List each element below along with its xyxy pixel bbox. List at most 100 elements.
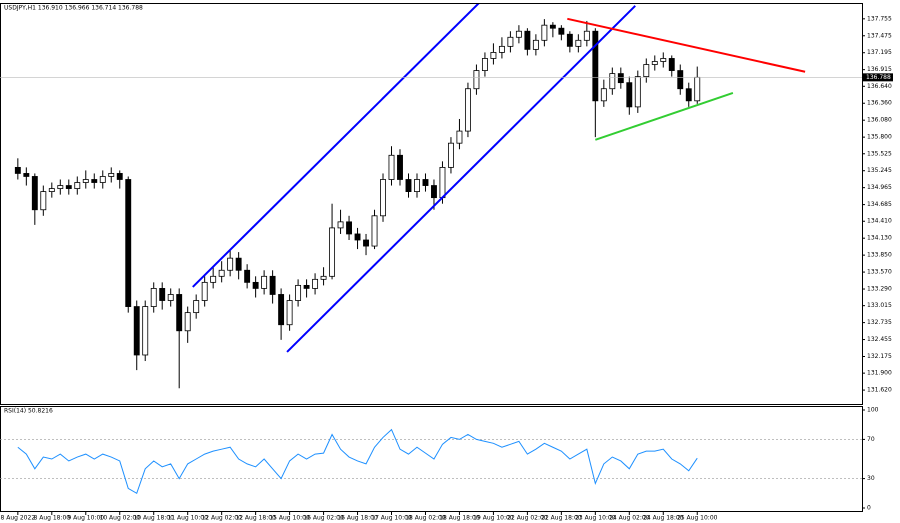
- main-plot: [14, 4, 806, 389]
- candle-body: [227, 257, 234, 271]
- rsi-line: [17, 428, 698, 495]
- candle-body: [507, 36, 514, 47]
- y-tick-label: 132.735: [867, 319, 892, 326]
- candle-body: [82, 179, 89, 183]
- candle-body: [592, 30, 599, 102]
- candle-body: [422, 179, 429, 186]
- y-tick-label: 136.915: [867, 66, 892, 73]
- candle-body: [329, 227, 336, 277]
- candle-body: [626, 82, 633, 108]
- candle-body: [371, 215, 378, 247]
- candle-body: [320, 275, 327, 280]
- y-tick-label: 133.015: [867, 302, 892, 309]
- y-tick-label: 134.410: [867, 218, 892, 225]
- x-tick-label: 18 Aug 18:00: [439, 515, 480, 522]
- price-box: [863, 73, 893, 82]
- candle-body: [133, 306, 140, 356]
- price-label: 136.788: [866, 74, 891, 81]
- candle-body: [456, 130, 463, 144]
- trendline: [595, 92, 734, 141]
- x-tick-label: 19 Aug 10:00: [473, 515, 514, 522]
- y-tick-label: 135.525: [867, 150, 892, 157]
- candle-body: [167, 294, 174, 301]
- x-tick-label: 25 Aug 10:00: [677, 515, 718, 522]
- candle-body: [201, 281, 208, 301]
- candle-body: [583, 30, 590, 41]
- candle-body: [312, 278, 319, 289]
- candle-body: [431, 185, 437, 199]
- x-tick-label: 8 Aug 2022: [1, 515, 36, 522]
- x-tick-label: 11 Aug 10:00: [167, 515, 208, 522]
- candle-body: [549, 24, 556, 29]
- trendline: [567, 17, 806, 73]
- candle-body: [176, 294, 183, 332]
- candle-body: [125, 179, 132, 307]
- x-tick-label: 24 Aug 18:00: [643, 515, 684, 522]
- candle-body: [65, 185, 72, 189]
- x-tick-label: 12 Aug 02:00: [201, 515, 242, 522]
- x-tick-label: 17 Aug 10:00: [371, 515, 412, 522]
- candle-body: [337, 221, 344, 229]
- y-tick-label: 137.475: [867, 32, 892, 39]
- candle-body: [23, 173, 30, 177]
- candle-body: [99, 176, 106, 183]
- candle-body: [490, 52, 497, 59]
- candle-body: [269, 275, 276, 295]
- candle-body: [346, 221, 352, 235]
- candle-body: [31, 176, 38, 211]
- x-tick-label: 10 Aug 02:00: [100, 515, 141, 522]
- candle-body: [388, 154, 395, 180]
- candle-body: [286, 300, 293, 326]
- candle-body: [617, 73, 624, 84]
- candle-body: [244, 269, 251, 283]
- candle-body: [405, 179, 412, 192]
- chart-title: USDJPY,H1 136.910 136.966 136.714 136.78…: [4, 5, 143, 12]
- axes: 137.755 137.475 137.195 136.915 136.640 136.3…: [0, 15, 893, 522]
- candle-body: [439, 166, 446, 199]
- trendline: [192, 4, 480, 288]
- candle-body: [600, 88, 607, 102]
- y-tick-label: 137.755: [867, 15, 892, 22]
- main-frame: [0, 3, 863, 405]
- candle-body: [57, 185, 64, 189]
- y-tick-label: 0: [867, 505, 871, 512]
- x-tick-label: 9 Aug 10:00: [67, 515, 104, 522]
- trendline: [286, 5, 636, 353]
- y-tick-label: 133.290: [867, 286, 892, 293]
- x-tick-label: 15 Aug 10:00: [269, 515, 310, 522]
- candle-body: [252, 281, 259, 289]
- candle-body: [397, 154, 403, 180]
- candle-body: [150, 288, 157, 307]
- candle-body: [464, 88, 471, 132]
- y-tick-label: 137.195: [867, 49, 892, 56]
- y-tick-label: 100: [867, 407, 879, 414]
- candle-body: [48, 188, 55, 192]
- candle-body: [142, 306, 149, 356]
- candle-body: [159, 288, 166, 301]
- candle-body: [694, 76, 701, 102]
- candle-body: [14, 166, 21, 174]
- x-tick-label: 24 Aug 02:00: [609, 515, 650, 522]
- y-tick-label: 134.965: [867, 184, 892, 191]
- candle-body: [473, 70, 480, 90]
- y-tick-label: 136.080: [867, 117, 892, 124]
- candle-body: [184, 312, 191, 332]
- y-tick-label: 135.800: [867, 134, 892, 141]
- candle-body: [193, 300, 200, 314]
- candle-body: [261, 275, 268, 289]
- x-tick-label: 8 Aug 18:00: [33, 515, 70, 522]
- candle-body: [498, 45, 505, 53]
- candle-body: [634, 76, 641, 108]
- x-tick-label: 18 Aug 02:00: [405, 515, 446, 522]
- candle-body: [660, 58, 667, 62]
- candle-body: [210, 275, 217, 283]
- candle-body: [515, 30, 522, 38]
- candle-body: [380, 179, 386, 217]
- candle-body: [40, 191, 47, 211]
- candle-body: [541, 24, 548, 41]
- y-tick-label: 132.175: [867, 353, 892, 360]
- candle-body: [116, 173, 123, 180]
- candle-body: [295, 284, 302, 301]
- y-tick-label: 133.570: [867, 269, 892, 276]
